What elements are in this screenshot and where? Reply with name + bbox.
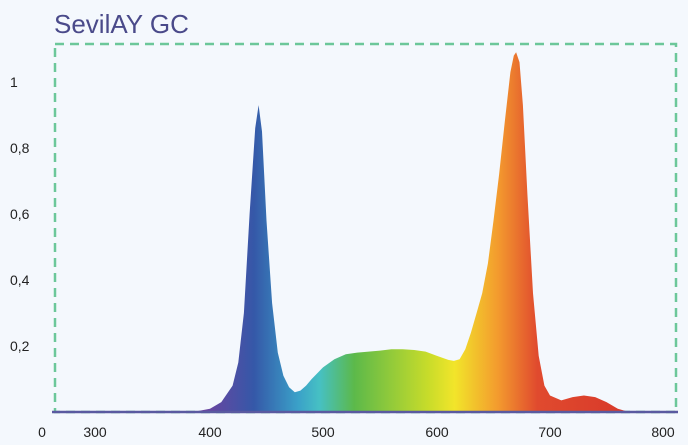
x-tick-label: 800 [651,424,675,440]
y-tick-labels: 0,2 0,4 0,6 0,8 1 [10,74,30,354]
y-tick-label: 1 [10,74,18,90]
spectrum-area [192,52,630,413]
chart-title: SevilAY GC [54,9,189,39]
y-tick-label: 0,2 [10,338,30,354]
y-tick-label: 0,8 [10,140,30,156]
x-tick-labels: 0 300 400 500 600 700 800 [38,424,675,440]
x-tick-label: 500 [311,424,335,440]
x-tick-label: 300 [83,424,107,440]
plot-frame [53,42,678,414]
y-tick-label: 0,4 [10,272,30,288]
x-tick-label: 0 [38,424,46,440]
x-tick-label: 700 [538,424,562,440]
x-tick-label: 400 [198,424,222,440]
x-tick-label: 600 [425,424,449,440]
y-tick-label: 0,6 [10,206,30,222]
